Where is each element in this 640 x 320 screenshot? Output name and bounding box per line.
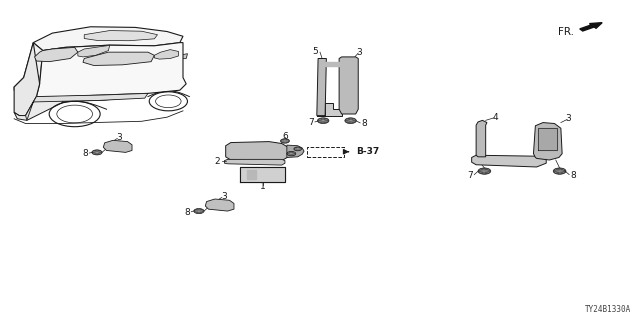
Text: TY24B1330A: TY24B1330A	[585, 305, 631, 314]
Polygon shape	[14, 43, 40, 116]
Polygon shape	[26, 93, 148, 120]
Polygon shape	[181, 54, 188, 59]
Text: 8: 8	[184, 208, 190, 217]
Polygon shape	[83, 52, 154, 66]
Polygon shape	[14, 43, 43, 97]
Circle shape	[92, 150, 102, 155]
Text: 3: 3	[116, 133, 122, 142]
Polygon shape	[534, 123, 562, 160]
Circle shape	[553, 168, 566, 174]
Polygon shape	[35, 47, 78, 62]
Polygon shape	[15, 97, 22, 106]
Text: 7: 7	[308, 118, 314, 127]
Text: 6: 6	[282, 132, 288, 141]
Polygon shape	[246, 170, 256, 179]
Text: 4: 4	[492, 113, 498, 122]
Polygon shape	[78, 45, 109, 57]
Text: 5: 5	[312, 47, 318, 56]
Polygon shape	[538, 128, 557, 150]
Circle shape	[345, 118, 356, 124]
Circle shape	[317, 118, 329, 124]
Polygon shape	[84, 31, 157, 41]
Text: 8: 8	[83, 149, 88, 158]
Bar	[307, 147, 344, 157]
Circle shape	[280, 139, 289, 143]
Polygon shape	[241, 167, 285, 182]
Polygon shape	[317, 59, 326, 116]
Text: 1: 1	[260, 181, 266, 190]
Text: 3: 3	[356, 48, 362, 57]
Polygon shape	[476, 120, 487, 157]
Text: 3: 3	[221, 192, 227, 201]
Polygon shape	[317, 103, 342, 116]
Circle shape	[287, 151, 296, 156]
Text: 8: 8	[570, 171, 576, 180]
Circle shape	[294, 147, 301, 151]
Polygon shape	[205, 199, 234, 211]
Text: 3: 3	[566, 114, 572, 123]
Polygon shape	[33, 27, 183, 51]
Polygon shape	[226, 142, 288, 162]
Text: FR.: FR.	[557, 27, 573, 36]
Polygon shape	[287, 145, 304, 157]
Polygon shape	[14, 97, 65, 120]
FancyArrow shape	[580, 23, 602, 31]
Circle shape	[478, 168, 491, 174]
Text: 7: 7	[467, 171, 473, 180]
Polygon shape	[325, 62, 342, 67]
Circle shape	[194, 209, 204, 214]
Text: 2: 2	[214, 157, 220, 166]
Polygon shape	[472, 155, 546, 167]
Text: B-37: B-37	[356, 147, 379, 156]
Polygon shape	[154, 50, 179, 59]
Polygon shape	[339, 57, 358, 114]
Polygon shape	[36, 43, 186, 97]
Polygon shape	[225, 159, 285, 165]
Text: 8: 8	[362, 119, 367, 128]
Polygon shape	[103, 140, 132, 152]
